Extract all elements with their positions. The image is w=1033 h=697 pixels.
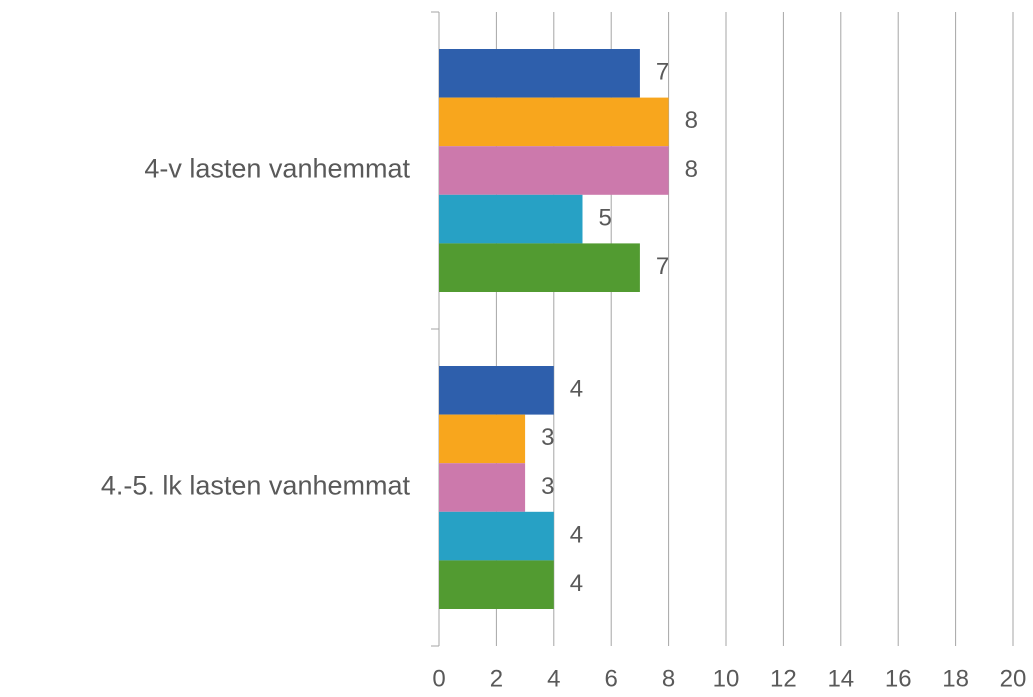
x-tick-label: 14 bbox=[827, 665, 854, 692]
data-label: 7 bbox=[656, 59, 669, 86]
bar bbox=[439, 511, 554, 561]
bar bbox=[439, 97, 669, 147]
data-label: 8 bbox=[685, 107, 698, 134]
bar bbox=[439, 463, 526, 512]
data-label: 3 bbox=[541, 473, 554, 500]
x-tick-label: 4 bbox=[547, 665, 560, 692]
x-tick-label: 20 bbox=[1000, 665, 1027, 692]
x-tick-label: 10 bbox=[713, 665, 740, 692]
x-tick-label: 16 bbox=[885, 665, 912, 692]
data-label: 3 bbox=[541, 424, 554, 451]
bar bbox=[439, 560, 554, 609]
data-label: 4 bbox=[570, 521, 583, 548]
x-tick-label: 8 bbox=[662, 665, 675, 692]
category-label: 4-v lasten vanhemmat bbox=[144, 154, 410, 184]
x-tick-label: 0 bbox=[432, 665, 445, 692]
x-tick-label: 6 bbox=[605, 665, 618, 692]
bar bbox=[439, 366, 554, 415]
bar bbox=[439, 146, 669, 195]
x-tick-label: 12 bbox=[770, 665, 797, 692]
bar bbox=[439, 243, 640, 292]
data-label: 8 bbox=[685, 156, 698, 183]
data-label: 5 bbox=[599, 204, 612, 231]
bar bbox=[439, 49, 640, 98]
bar bbox=[439, 414, 526, 464]
category-label: 4.-5. lk lasten vanhemmat bbox=[101, 471, 411, 501]
data-label: 4 bbox=[570, 570, 583, 597]
x-tick-label: 18 bbox=[942, 665, 969, 692]
data-label: 7 bbox=[656, 253, 669, 280]
x-tick-label: 2 bbox=[490, 665, 503, 692]
bar bbox=[439, 194, 583, 244]
data-label: 4 bbox=[570, 376, 583, 403]
